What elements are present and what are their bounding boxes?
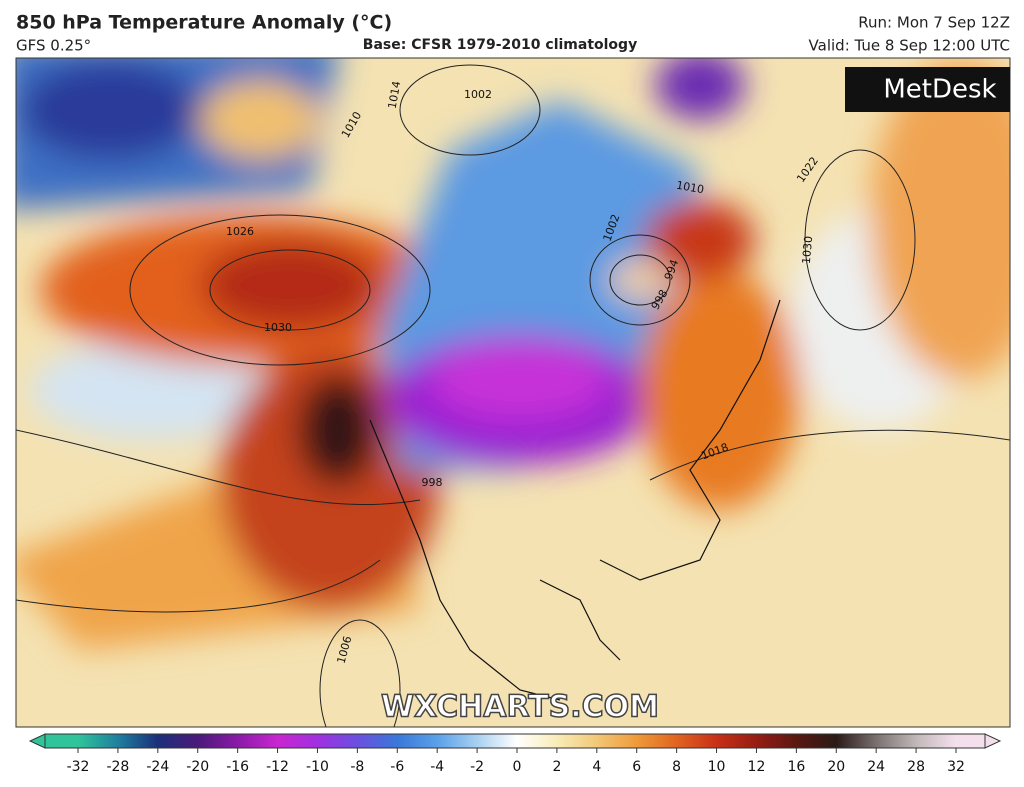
colorbar-low-end [28, 733, 46, 749]
colorbar-tick-label: 20 [827, 759, 845, 775]
colorbar-high-end [984, 733, 1002, 749]
model: GFS 0.25° [16, 37, 91, 55]
isobar-label: 1026 [226, 225, 254, 238]
run: Run: Mon 7 Sep 12Z [858, 14, 1010, 32]
colorbar-tick-label: -8 [350, 759, 364, 775]
colorbar-tick-label: -28 [106, 759, 129, 775]
colorbar-tick-label: 24 [867, 759, 885, 775]
colorbar-tick-label: 4 [592, 759, 601, 775]
map-frame [15, 57, 1011, 728]
colorbar-tick-label: -24 [146, 759, 169, 775]
colorbar-tick-label: -10 [306, 759, 329, 775]
colorbar-tick-label: -32 [67, 759, 90, 775]
isobars [16, 64, 1010, 727]
valid: Valid: Tue 8 Sep 12:00 UTC [809, 37, 1010, 55]
colorbar-tick-label: 16 [787, 759, 805, 775]
colorbar-tick-label: 32 [947, 759, 965, 775]
watermark: WXCHARTS.COM [381, 690, 659, 725]
logo-box [845, 67, 1010, 112]
colorbar-tick-label: 10 [708, 759, 726, 775]
colorbar-tick-label: 6 [632, 759, 641, 775]
title: 850 hPa Temperature Anomaly (°C) [16, 12, 392, 34]
isobar-label: 1030 [264, 321, 292, 334]
colorbar [44, 733, 986, 749]
isobar-label: 998 [422, 476, 443, 489]
colorbar-tick-label: 28 [907, 759, 925, 775]
colorbar-tick-label: -2 [470, 759, 484, 775]
colorbar-tick-label: -6 [390, 759, 404, 775]
colorbar-tick-label: 12 [748, 759, 766, 775]
colorbar-tick-label: -12 [266, 759, 289, 775]
colorbar-tick-label: 8 [672, 759, 681, 775]
isobar-label: 1010 [675, 179, 705, 197]
colorbar-tick-label: 0 [513, 759, 522, 775]
colorbar-tick-label: 2 [552, 759, 561, 775]
colorbar-tick-label: -16 [226, 759, 249, 775]
coastlines [369, 299, 781, 701]
map [16, 58, 1010, 727]
isobar-label: 1030 [800, 235, 815, 264]
colorbar-tick-label: -20 [186, 759, 209, 775]
base: Base: CFSR 1979-2010 climatology [363, 37, 637, 53]
isobar-label: 1002 [464, 88, 492, 101]
anomaly-field [16, 58, 1010, 650]
logo: MetDesk [883, 75, 996, 105]
colorbar-tick-label: -4 [430, 759, 444, 775]
isobar-label: 1014 [386, 80, 404, 110]
